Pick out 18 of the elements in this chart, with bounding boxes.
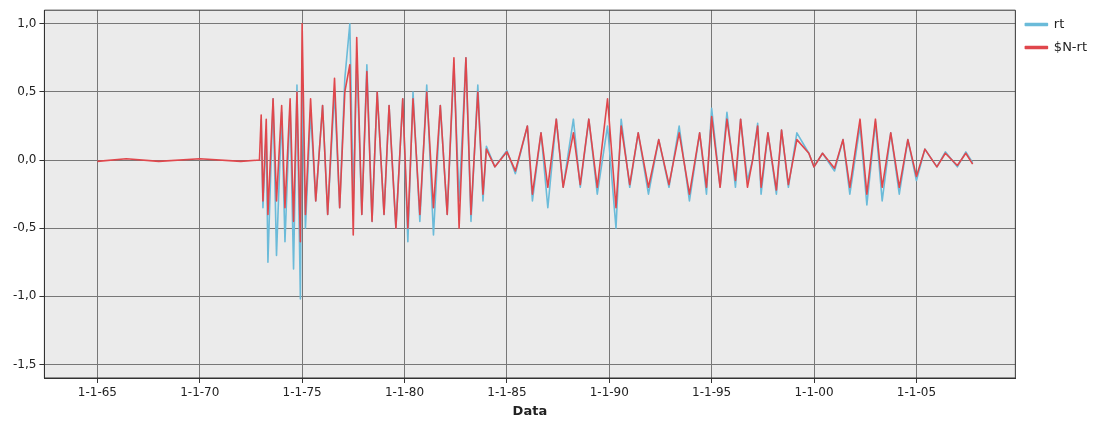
x-tick-label: 1-1-70 (180, 385, 220, 400)
x-tick-label: 1-1-85 (487, 385, 527, 400)
x-tick-label: 1-1-95 (692, 385, 732, 400)
y-tick-label: 0,0 (17, 152, 37, 167)
y-tick-label: -1,5 (12, 356, 37, 371)
y-tick-label: -0,5 (12, 220, 37, 235)
x-tick-label: 1-1-65 (77, 385, 117, 400)
x-tick-label: 1-1-05 (896, 385, 937, 400)
y-tick-label: 0,5 (17, 84, 37, 99)
legend-label: rt (1053, 15, 1065, 31)
x-tick-label: 1-1-80 (384, 385, 425, 400)
y-tick-label: -1,0 (12, 288, 37, 303)
x-tick-label: 1-1-75 (282, 385, 322, 400)
x-tick-label: 1-1-00 (794, 385, 834, 400)
y-tick-label: 1,0 (17, 15, 37, 30)
x-tick-label: 1-1-90 (589, 385, 629, 400)
x-axis-title: Data (512, 402, 548, 418)
legend-label: $N-rt (1053, 38, 1088, 54)
